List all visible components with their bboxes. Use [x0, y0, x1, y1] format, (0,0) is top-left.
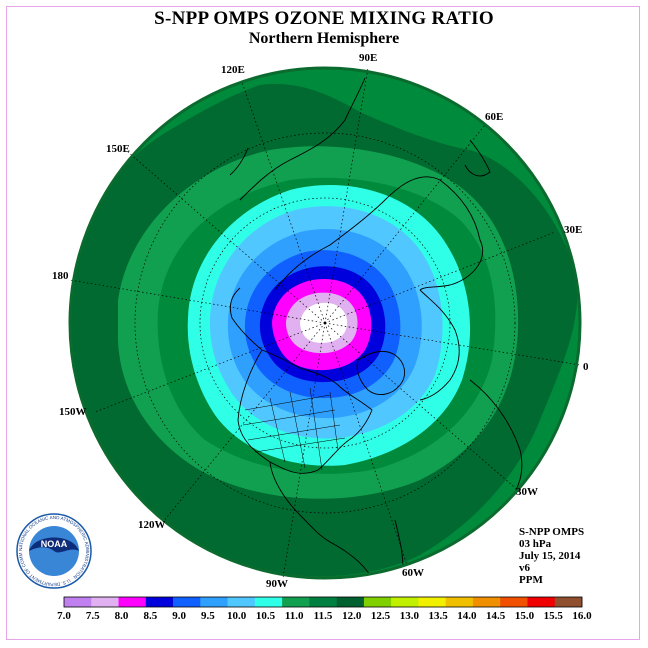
colorbar-tick-label: 15.5: [544, 610, 564, 622]
colorbar-tick-label: 10.0: [227, 610, 247, 622]
coast-greenland: [356, 350, 406, 396]
colorbar-swatch: [336, 597, 365, 607]
colorbar: 7.0 7.5 8.0 8.5 9.0 9.5 10.0 10.5 11.0 11.5 12.0 12…: [57, 596, 592, 622]
lon-label-60w: 60W: [402, 567, 424, 579]
coast-alaska: [229, 287, 263, 351]
colorbar-tick-label: 11.0: [285, 610, 304, 622]
colorbar-swatch: [64, 597, 92, 607]
colorbar-tick-label: 13.5: [428, 610, 448, 622]
lon-label-180: 180: [52, 270, 69, 282]
colorbar-tick-label: 13.0: [400, 610, 420, 622]
meridian-180: [69, 279, 326, 324]
colorbar-swatch: [91, 597, 119, 607]
colorbar-swatch: [500, 597, 528, 607]
colorbar-tick-label: 8.5: [143, 610, 157, 622]
colorbar-swatch: [282, 597, 310, 607]
coast-north-america: [237, 349, 373, 474]
logo-label: NOAA: [41, 539, 68, 549]
lon-label-90e: 90E: [359, 52, 377, 64]
colorbar-tick-label: 16.0: [572, 610, 592, 622]
colorbar-swatch: [309, 597, 337, 607]
meridian-120e: [241, 81, 326, 324]
meridian-90w: [282, 322, 326, 579]
figure-frame: [6, 6, 640, 640]
colorbar-swatch: [391, 597, 419, 607]
info-instrument: S-NPP OMPS: [519, 526, 585, 538]
colorbar-tick-label: 7.0: [57, 610, 71, 622]
lon-label-30w: 30W: [516, 486, 538, 498]
map-subtitle: Northern Hemisphere: [248, 30, 400, 47]
colorbar-tick-label: 14.0: [457, 610, 477, 622]
meridian-30w: [324, 322, 521, 493]
lon-label-60e: 60E: [485, 111, 503, 123]
ozone-contours: [70, 68, 580, 578]
coast-east-asia: [239, 77, 366, 201]
graticule: [69, 67, 581, 579]
coast-africa: [469, 379, 523, 506]
colorbar-swatch: [254, 597, 283, 607]
coast-japan: [229, 147, 249, 176]
latitude-circle-45: [199, 197, 451, 449]
colorbar-swatch: [418, 597, 446, 607]
colorbar-swatch: [200, 597, 228, 607]
lon-label-90w: 90W: [266, 578, 288, 590]
lon-label-150e: 150E: [106, 143, 130, 155]
colorbar-swatch: [145, 597, 174, 607]
lon-label-150w: 150W: [59, 406, 87, 418]
coast-central-america: [269, 461, 331, 543]
coast-india: [464, 139, 491, 177]
colorbar-tick-label: 9.0: [172, 610, 186, 622]
lon-label-120e: 120E: [221, 64, 245, 76]
meridian-60e: [324, 124, 486, 324]
info-units: PPM: [519, 574, 543, 586]
info-date: July 15, 2014: [519, 550, 581, 562]
colorbar-tick-label: 9.5: [201, 610, 215, 622]
lon-label-30e: 30E: [564, 224, 582, 236]
meridian-150e: [127, 151, 326, 324]
info-pressure: 03 hPa: [519, 538, 552, 550]
colorbar-swatch: [554, 597, 583, 607]
lon-label-120w: 120W: [138, 519, 166, 531]
colorbar-swatch: [227, 597, 256, 607]
colorbar-tick-label: 8.0: [115, 610, 129, 622]
coast-asia: [274, 176, 484, 291]
colorbar-swatch: [363, 597, 392, 607]
colorbar-swatch: [445, 597, 474, 607]
meridian-90e: [324, 67, 369, 324]
coast-europe: [419, 289, 460, 401]
latitude-circle-25: [134, 132, 516, 514]
meridian-120w: [162, 322, 326, 523]
colorbar-swatch: [173, 597, 201, 607]
colorbar-tick-label: 10.5: [256, 610, 276, 622]
colorbar-tick-label: 12.0: [342, 610, 362, 622]
globe-outline: [68, 66, 582, 580]
colorbar-tick-label: 14.5: [486, 610, 506, 622]
meridian-30e: [324, 231, 556, 324]
colorbar-swatch: [527, 597, 556, 607]
meridian-0: [324, 322, 581, 366]
logo-bird: [29, 537, 79, 553]
colorbar-swatch: [472, 597, 501, 607]
colorbar-border: [63, 596, 583, 608]
lon-label-0: 0: [583, 361, 589, 373]
meridian-60w: [324, 322, 408, 566]
map-title: S-NPP OMPS OZONE MIXING RATIO: [154, 8, 494, 29]
colorbar-swatch: [118, 597, 147, 607]
colorbar-tick-label: 11.5: [314, 610, 333, 622]
info-panel: S-NPP OMPS 03 hPa July 15, 2014 v6 PPM: [519, 526, 584, 586]
colorbar-tick-label: 15.0: [515, 610, 535, 622]
longitude-labels: 0 30E 60E 90E 120E 150E 180 150W 120W 90…: [52, 52, 589, 590]
coastlines: [229, 77, 523, 578]
colorbar-tick-label: 7.5: [86, 610, 100, 622]
colorbar-tick-label: 12.5: [371, 610, 391, 622]
us-state-grid: [242, 387, 346, 471]
info-version: v6: [519, 562, 530, 574]
meridian-150w: [94, 322, 326, 413]
